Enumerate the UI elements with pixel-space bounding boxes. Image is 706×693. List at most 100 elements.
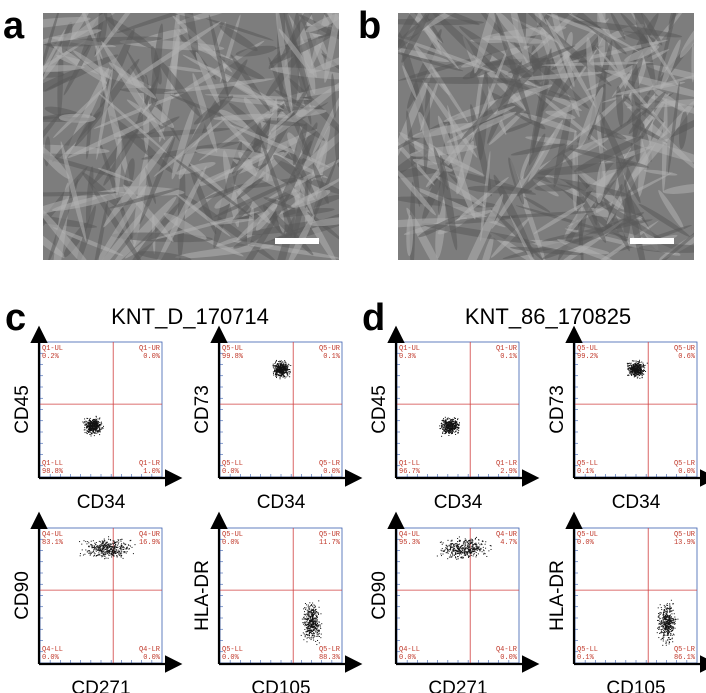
event-dot (447, 423, 449, 425)
event-dot (273, 365, 275, 367)
event-dot (450, 426, 452, 428)
event-dot (662, 620, 664, 622)
event-dot (639, 365, 641, 367)
event-dot (96, 422, 98, 424)
event-dot (102, 544, 104, 546)
cell (97, 92, 168, 154)
event-dot (666, 629, 668, 631)
event-dot (126, 548, 128, 550)
event-dot (310, 621, 312, 623)
event-dot (455, 426, 457, 428)
cell (573, 135, 644, 172)
event-dot (442, 424, 444, 426)
cell (668, 13, 679, 31)
event-dot (446, 432, 448, 434)
cell (205, 183, 247, 200)
event-dot (635, 373, 637, 375)
event-dot (631, 366, 633, 368)
event-dot (668, 632, 670, 634)
event-dot (663, 617, 665, 619)
event-dot (674, 619, 676, 621)
event-dot (657, 619, 659, 621)
event-dot (669, 622, 671, 624)
event-dot (665, 627, 667, 629)
event-dot (470, 542, 472, 544)
event-dot (458, 427, 460, 429)
event-dot (455, 421, 457, 423)
quadrant-label: Q5-LR (319, 460, 341, 468)
x-axis-label: CD105 (606, 678, 665, 693)
event-dot (446, 425, 448, 427)
event-dot (97, 545, 99, 547)
cell (534, 184, 572, 192)
event-dot (313, 610, 315, 612)
event-dot (635, 372, 637, 374)
event-dot (100, 549, 102, 551)
event-dot (310, 610, 312, 612)
event-dot (83, 422, 85, 424)
event-dot (90, 424, 92, 426)
y-axis-label: CD45 (369, 385, 390, 434)
event-dot (661, 623, 663, 625)
event-dot (467, 548, 469, 550)
event-dot (449, 549, 451, 551)
event-dot (304, 635, 306, 637)
event-dot (458, 427, 460, 429)
event-dot (447, 426, 449, 428)
event-dot (110, 539, 112, 541)
event-dot (668, 607, 670, 609)
event-dot (274, 367, 276, 369)
event-dot (631, 374, 633, 376)
y-axis-label: CD73 (547, 385, 568, 434)
event-dot (449, 545, 451, 547)
quadrant-label: Q5-LL (222, 460, 243, 468)
event-dot (279, 370, 281, 372)
event-dot (282, 363, 284, 365)
event-dot (94, 549, 96, 551)
event-dot (111, 552, 113, 554)
event-dot (664, 606, 666, 608)
event-dot (113, 547, 115, 549)
event-dot (311, 615, 313, 617)
event-dot (311, 617, 313, 619)
event-dot (664, 631, 666, 633)
event-dot (445, 431, 447, 433)
event-dot (442, 425, 444, 427)
event-dot (132, 553, 134, 555)
event-dot (97, 420, 99, 422)
event-dot (447, 549, 449, 551)
event-dot (88, 422, 90, 424)
cell (537, 176, 630, 197)
event-dot (459, 549, 461, 551)
event-dot (482, 546, 484, 548)
event-dot (312, 614, 314, 616)
event-dot (109, 549, 111, 551)
event-dot (667, 626, 669, 628)
event-dot (98, 425, 100, 427)
event-dot (315, 640, 317, 642)
event-dot (283, 370, 285, 372)
event-dot (117, 544, 119, 546)
event-dot (309, 629, 311, 631)
event-dot (632, 374, 634, 376)
event-dot (121, 543, 123, 545)
event-dot (277, 371, 279, 373)
event-dot (661, 617, 663, 619)
event-dot (315, 620, 317, 622)
event-dot (92, 419, 94, 421)
event-dot (305, 614, 307, 616)
event-dot (658, 615, 660, 617)
event-dot (275, 370, 277, 372)
event-dot (455, 552, 457, 554)
event-dot (633, 368, 635, 370)
event-dot (312, 637, 314, 639)
event-dot (110, 545, 112, 547)
quadrant-label: Q5-LL (222, 646, 243, 654)
cell (630, 13, 656, 88)
cell (660, 39, 681, 90)
event-dot (439, 428, 441, 430)
event-dot (309, 611, 311, 613)
event-dot (98, 546, 100, 548)
event-dot (447, 425, 449, 427)
event-dot (110, 548, 112, 550)
